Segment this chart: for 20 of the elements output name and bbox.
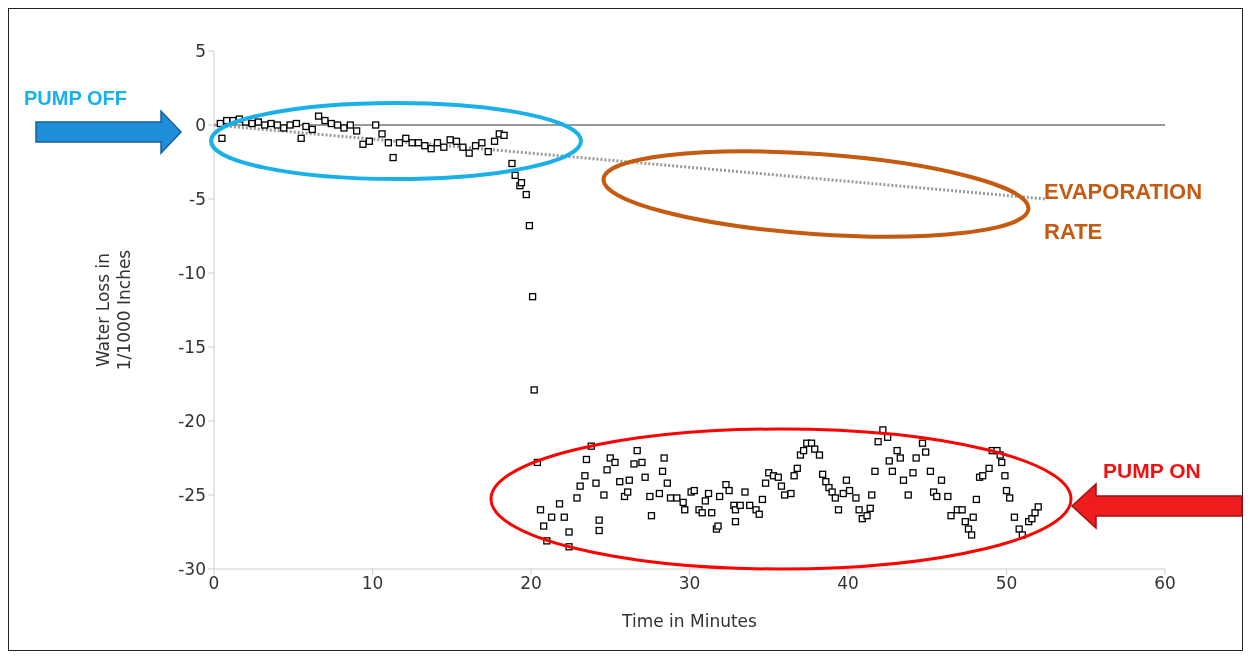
y-tick-label: -20: [178, 411, 206, 432]
y-tick-label: -30: [178, 559, 206, 580]
x-tick-label: 40: [837, 573, 859, 594]
x-tick-label: 60: [1154, 573, 1176, 594]
x-tick-label: 0: [208, 573, 220, 594]
y-tick-label: 0: [195, 115, 206, 136]
y-tick-label: -5: [189, 189, 206, 210]
x-tick-label: 50: [995, 573, 1018, 594]
y-tick-label: -10: [178, 263, 206, 284]
x-axis-title: Time in Minutes: [621, 611, 758, 631]
text: PUMP OFF: [24, 87, 127, 110]
y-tick-label: -15: [178, 337, 206, 358]
x-tick-label: 20: [520, 573, 542, 594]
x-tick-label: 10: [361, 573, 384, 594]
x-tick-label: 30: [678, 573, 701, 594]
annotation: EVAPORATION RATE: [1044, 178, 1204, 246]
y-axis-title: Water Loss in 1/1000 Inches: [93, 249, 134, 371]
y-tick-label: 5: [195, 41, 206, 62]
annotation: PUMP ON: [1103, 459, 1201, 483]
y-tick-label: -25: [178, 485, 206, 506]
